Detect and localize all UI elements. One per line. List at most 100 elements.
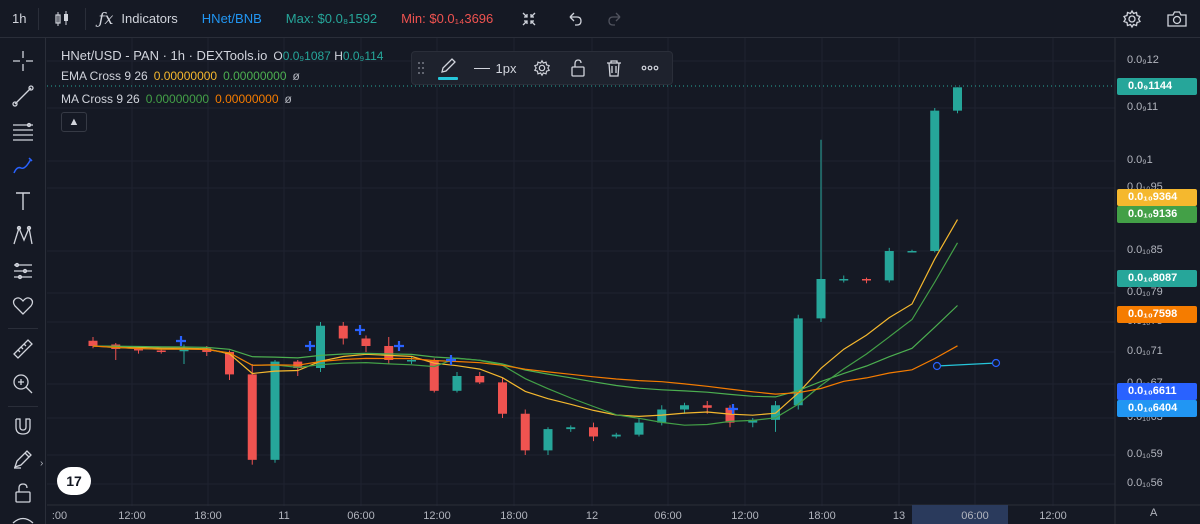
favorites-tool[interactable] — [8, 291, 38, 321]
ema-legend[interactable]: EMA Cross 9 26 0.00000000 0.00000000 ø — [61, 69, 300, 83]
candle-up — [908, 251, 917, 253]
time-tick-label: 18:00 — [500, 510, 528, 522]
ma-fast-line — [93, 243, 958, 425]
ema-name: EMA Cross 9 26 — [61, 69, 148, 83]
candle-down — [225, 352, 234, 374]
text-tool[interactable] — [8, 186, 38, 216]
hide-tool[interactable] — [8, 508, 38, 524]
undo-button[interactable] — [553, 0, 597, 38]
lock-tool[interactable] — [8, 478, 38, 508]
ma-value-slow: 0.00000000 — [215, 92, 278, 106]
drawing-more-button[interactable] — [632, 51, 668, 85]
ema-slow-line — [93, 306, 958, 397]
candle-down — [362, 339, 371, 347]
candle-up — [635, 423, 644, 435]
price-tick-label: 0.0₁₀85 — [1127, 244, 1163, 256]
ema-value-cross: ø — [293, 69, 300, 83]
indicators-button[interactable]: ƒx Indicators — [86, 0, 189, 38]
settings-button[interactable] — [1110, 0, 1154, 38]
prediction-icon — [11, 259, 35, 283]
chevron-up-icon: ▲ — [69, 116, 80, 128]
candle-down — [498, 382, 507, 413]
time-tick-label: 06:00 — [654, 510, 682, 522]
fullscreen-button[interactable] — [505, 0, 553, 38]
price-tick-label: 0.0₉12 — [1127, 54, 1159, 66]
price-tick-label: 0.0₁₀79 — [1127, 286, 1163, 298]
trendline-handle — [934, 363, 941, 370]
trendline-icon — [11, 84, 35, 108]
sidebar-divider — [8, 406, 38, 407]
prediction-tool[interactable] — [8, 256, 38, 286]
drawing-toolbar: 1px — [411, 51, 673, 85]
ruler-icon — [11, 337, 35, 361]
candle-up — [544, 429, 553, 450]
drawing-delete-button[interactable] — [596, 51, 632, 85]
drawn-trendline — [937, 363, 996, 366]
price-axis-label: 0.0₁₀6611 — [1117, 383, 1197, 400]
candle-up — [885, 251, 894, 280]
legend-collapse-button[interactable]: ▲ — [61, 112, 87, 132]
tradingview-logo[interactable]: 17 — [57, 467, 91, 495]
min-label: Min: $0.0₁₄3696 — [401, 11, 493, 26]
ma-value-fast: 0.00000000 — [146, 92, 209, 106]
camera-icon — [1166, 9, 1188, 29]
candle-style-button[interactable] — [39, 0, 85, 38]
candle-up — [839, 279, 848, 281]
price-chart[interactable] — [47, 38, 1200, 524]
time-tick-label: :00 — [52, 510, 67, 522]
cross-marker — [305, 341, 315, 351]
cross-marker — [394, 341, 404, 351]
pair-link[interactable]: HNet/BNB — [190, 0, 274, 38]
line-width-button[interactable]: 1px — [466, 51, 524, 85]
top-toolbar: 1h ƒx Indicators HNet/BNB Max: $0.0₈1592… — [0, 0, 1200, 38]
price-tick-label: 0.0₉1 — [1127, 154, 1153, 166]
pair-label: HNet/BNB — [202, 11, 262, 26]
text-icon — [11, 189, 35, 213]
time-tick-label: 11 — [278, 510, 289, 522]
trendline-tool[interactable] — [8, 81, 38, 111]
drag-handle[interactable] — [412, 51, 430, 85]
candle-up — [566, 427, 575, 429]
screenshot-button[interactable] — [1154, 0, 1200, 38]
gear-icon — [1122, 9, 1142, 29]
candle-down — [703, 405, 712, 408]
trendline-handle — [993, 360, 1000, 367]
candle-down — [589, 427, 598, 436]
price-axis-label: 0.0₁₀9136 — [1117, 206, 1197, 223]
line-color-button[interactable] — [430, 51, 466, 85]
line-width-label: 1px — [496, 61, 517, 76]
ma-value-cross: ø — [285, 92, 292, 106]
lock-icon — [11, 481, 35, 505]
pencil-icon — [439, 57, 457, 75]
brush-tool[interactable] — [8, 151, 38, 181]
redo-button[interactable] — [597, 0, 633, 38]
measure-tool[interactable] — [8, 334, 38, 364]
fib-tool[interactable] — [8, 116, 38, 146]
redo-icon — [607, 11, 623, 27]
magnet-tool[interactable] — [8, 412, 38, 442]
interval-button[interactable]: 1h — [0, 0, 38, 38]
auto-scale-button[interactable]: A — [1150, 507, 1157, 519]
ma-legend[interactable]: MA Cross 9 26 0.00000000 0.00000000 ø — [61, 92, 292, 106]
price-axis-label: 0.0₁₀9364 — [1117, 189, 1197, 206]
line-width-icon — [474, 68, 490, 69]
expand-chevron[interactable]: › — [40, 458, 43, 469]
crosshair-tool[interactable] — [8, 46, 38, 76]
ma-name: MA Cross 9 26 — [61, 92, 140, 106]
time-tick-label: 12:00 — [118, 510, 146, 522]
drawing-settings-button[interactable] — [524, 51, 560, 85]
candle-up — [680, 405, 689, 409]
price-tick-label: 0.0₉11 — [1127, 101, 1158, 113]
candle-up — [657, 410, 666, 423]
chart-area[interactable]: HNet/USD - PAN · 1h · DEXTools.io O0.0₉1… — [47, 38, 1200, 524]
pattern-tool[interactable] — [8, 221, 38, 251]
candle-up — [953, 87, 962, 110]
stay-drawing-tool[interactable] — [8, 444, 38, 474]
price-axis-label: 0.0₉1144 — [1117, 78, 1197, 95]
zoom-tool[interactable] — [8, 369, 38, 399]
candle-up — [930, 111, 939, 251]
time-tick-label: 18:00 — [194, 510, 222, 522]
candle-up — [271, 362, 280, 460]
candle-down — [134, 349, 143, 351]
drawing-lock-button[interactable] — [560, 51, 596, 85]
